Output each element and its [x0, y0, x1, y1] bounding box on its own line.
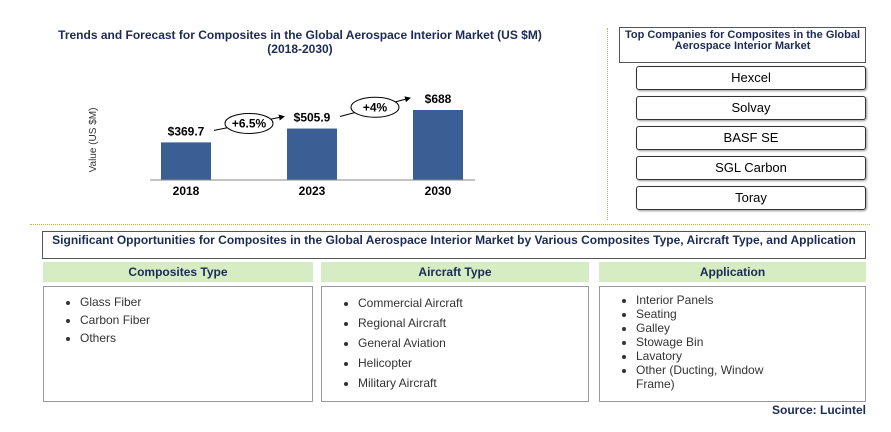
growth-label: +6.5% [232, 116, 267, 130]
column-list: Glass FiberCarbon FiberOthers [43, 286, 313, 402]
list-item: Galley [636, 321, 767, 335]
list-item: Seating [636, 307, 767, 321]
column-header: Application [599, 262, 866, 282]
source: Source: Lucintel [771, 403, 866, 417]
value-label: $369.7 [168, 124, 205, 138]
company: SGL Carbon [636, 156, 866, 180]
growth-bubble [224, 112, 274, 134]
growth-label: +4% [363, 100, 388, 114]
list-item: Regional Aircraft [358, 313, 580, 333]
x-tick-label: 2023 [299, 184, 326, 198]
y-axis-label: Value (US $M) [88, 108, 99, 173]
companies-title: Top Companies for Composites in the Glob… [619, 27, 866, 63]
column-header: Aircraft Type [321, 262, 589, 282]
column-header: Composites Type [43, 262, 313, 282]
company: Hexcel [636, 66, 866, 90]
chart: Value (US $M) $369.7 2018 $505.9 2023 $688 20… [88, 92, 475, 198]
separator [607, 28, 608, 220]
chart-title: Trends and Forecast for Composites in th… [58, 28, 542, 56]
list-item: Interior Panels [636, 293, 767, 307]
bar [161, 142, 211, 180]
bar [287, 128, 337, 180]
list-item: Carbon Fiber [80, 311, 304, 329]
list-item: Commercial Aircraft [358, 293, 580, 313]
list: Glass FiberCarbon FiberOthers [52, 293, 304, 347]
column-list: Commercial AircraftRegional AircraftGene… [321, 286, 589, 402]
list: Commercial AircraftRegional AircraftGene… [330, 293, 580, 393]
company: Toray [636, 186, 866, 210]
list-item: General Aviation [358, 333, 580, 353]
list-item: Military Aircraft [358, 373, 580, 393]
list-item: Stowage Bin [636, 335, 767, 349]
value-label: $688 [425, 92, 452, 106]
opportunities-title: Significant Opportunities for Composites… [42, 231, 866, 259]
company: Solvay [636, 96, 866, 120]
growth-bubble [350, 96, 400, 118]
list: Interior PanelsSeatingGalleyStowage BinL… [608, 293, 857, 391]
column-list: Interior PanelsSeatingGalleyStowage BinL… [599, 286, 866, 402]
company: BASF SE [636, 126, 866, 150]
list-item: Helicopter [358, 353, 580, 373]
x-tick-label: 2018 [173, 184, 200, 198]
list-item: Others [80, 329, 304, 347]
x-tick-label: 2030 [425, 184, 452, 198]
list-item: Other (Ducting, Window Frame) [636, 363, 767, 391]
value-label: $505.9 [294, 111, 331, 125]
separator [30, 224, 870, 225]
list-item: Lavatory [636, 349, 767, 363]
list-item: Glass Fiber [80, 293, 304, 311]
bar [413, 110, 463, 180]
